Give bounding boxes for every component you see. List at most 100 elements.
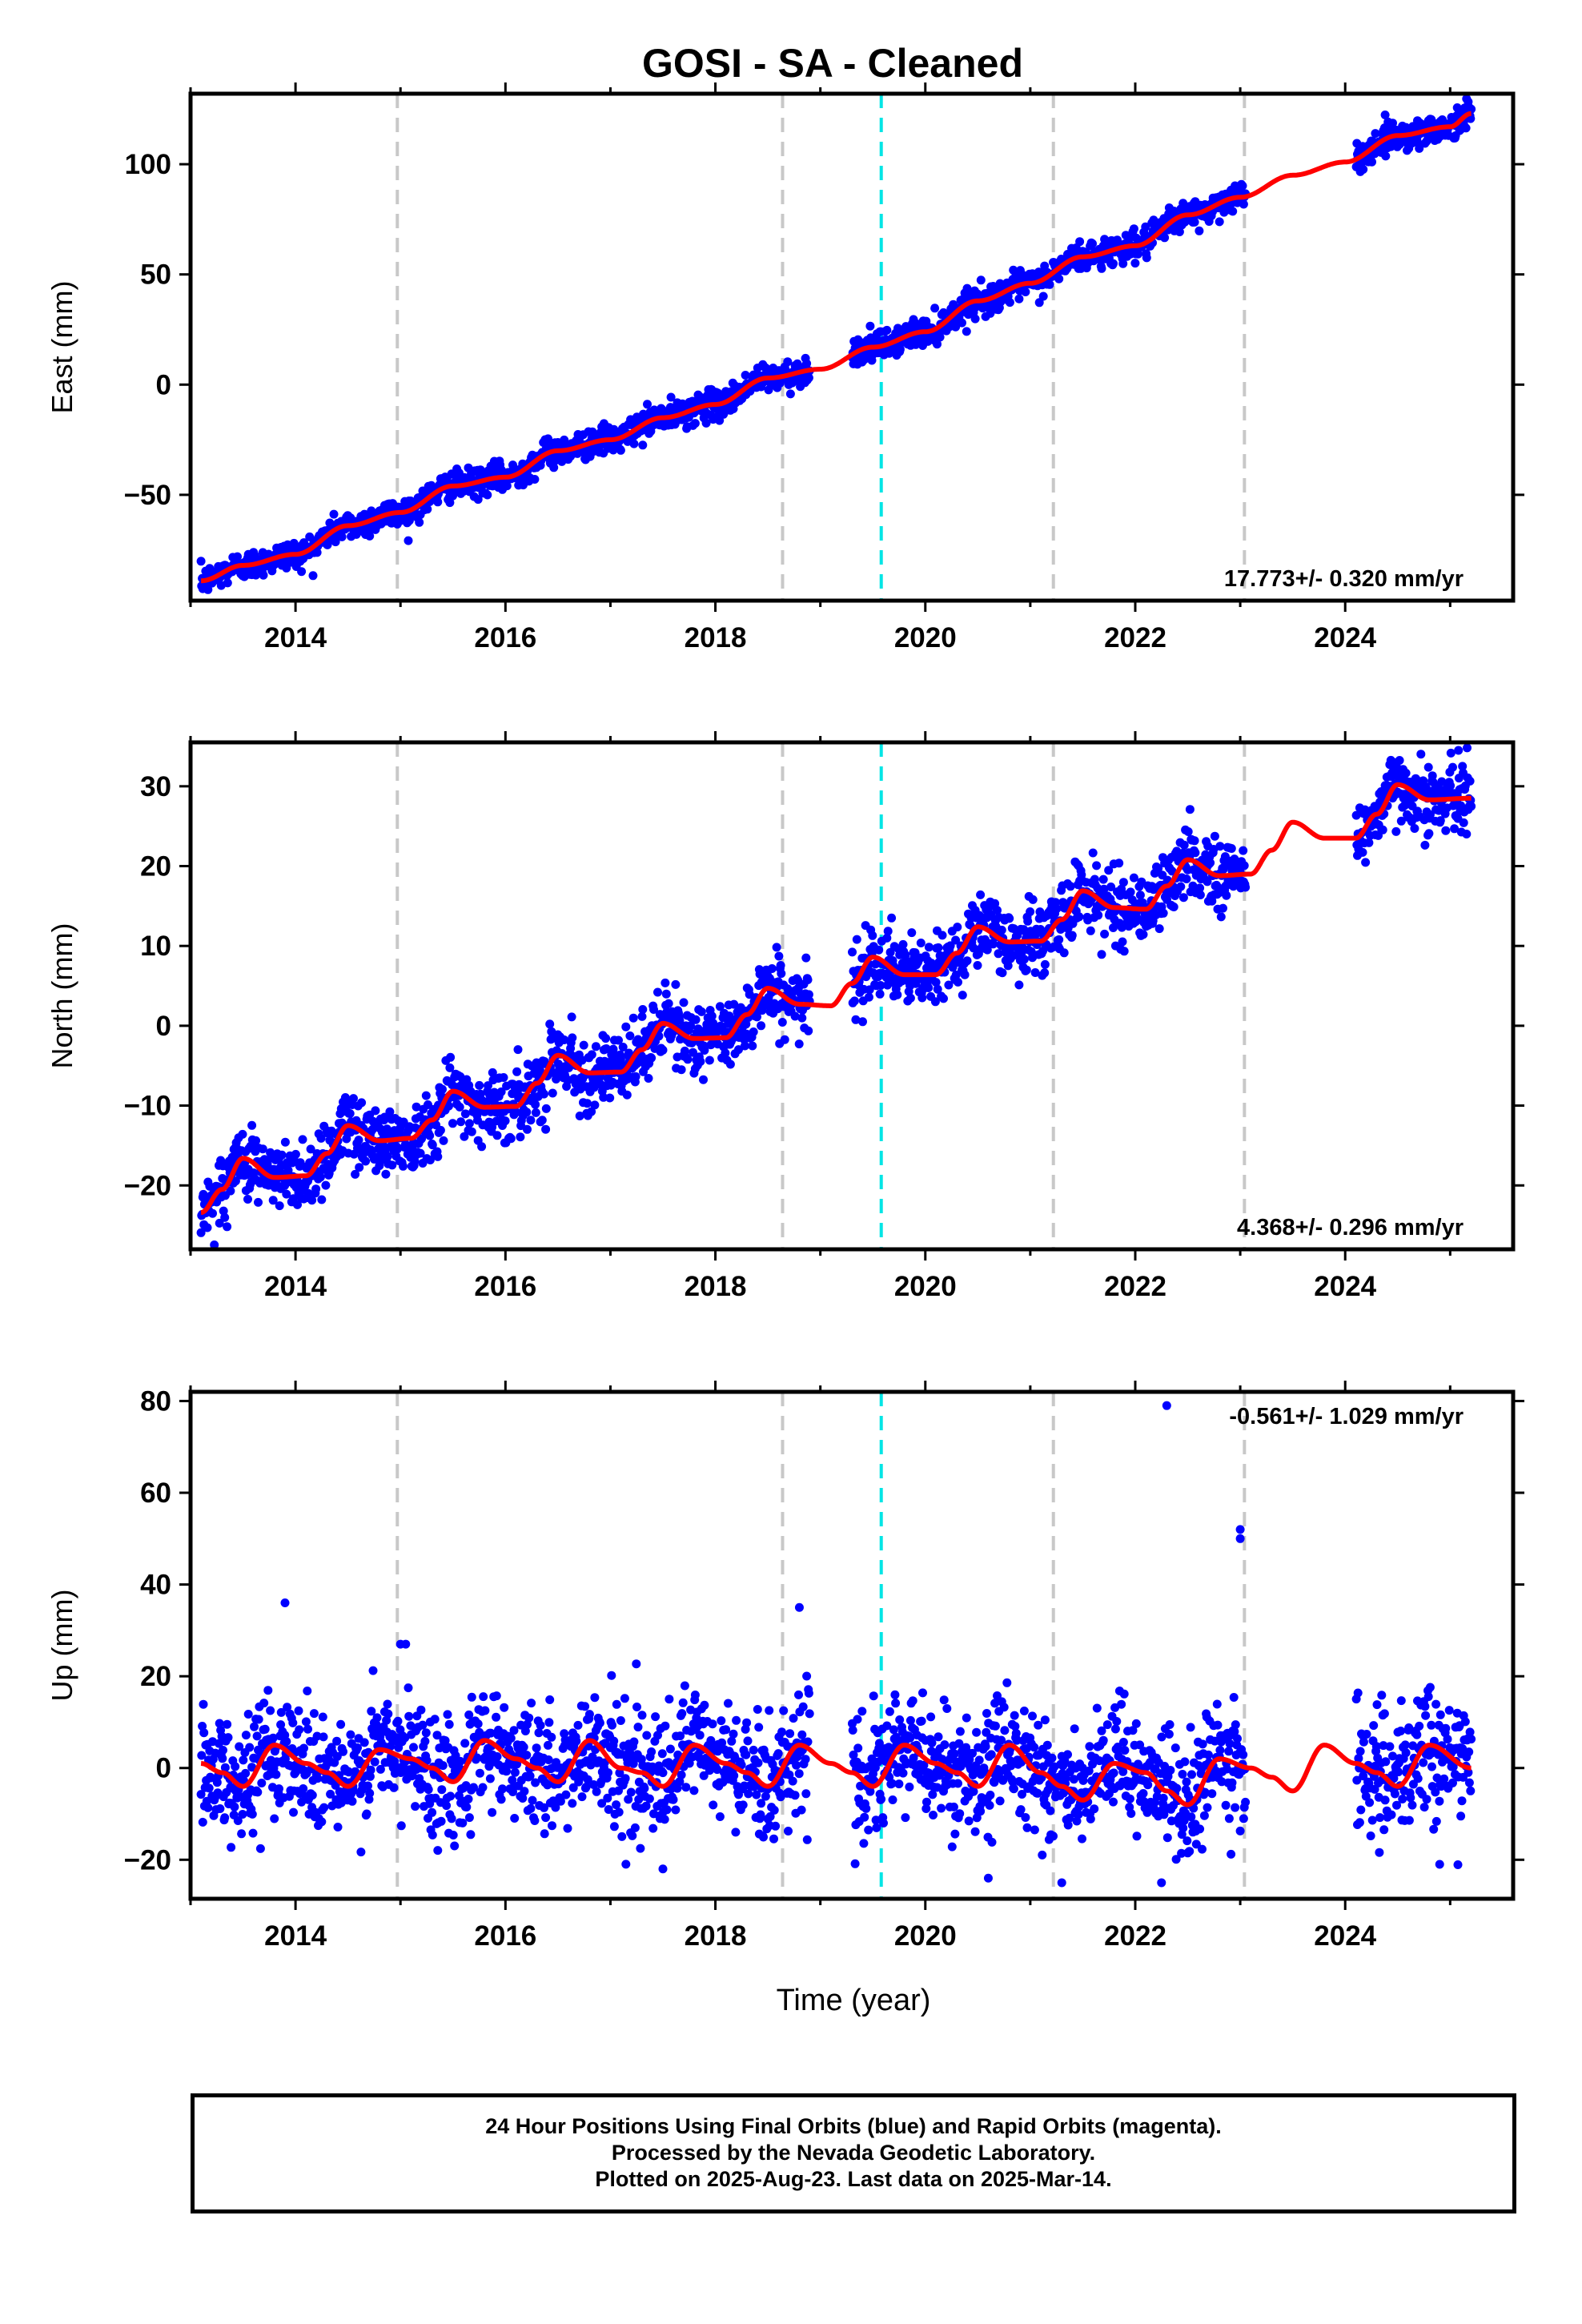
data-point [951,935,961,945]
data-point [721,1048,730,1058]
data-point [690,1691,700,1699]
data-point [1467,104,1476,114]
data-point [696,1057,705,1066]
data-point [404,536,413,545]
data-point [251,1136,261,1145]
data-point [993,906,1002,915]
data-point [689,1047,697,1057]
data-point [590,1693,600,1703]
data-point [1450,824,1460,834]
data-point [480,1706,490,1715]
data-point [383,1699,392,1709]
data-point [418,1720,428,1730]
data-point [636,1844,645,1853]
data-point [1100,929,1110,939]
data-point [544,434,552,444]
data-point [573,1720,583,1730]
data-point [649,1005,658,1014]
data-point [282,1737,291,1747]
data-point [631,1072,640,1081]
data-point [469,1783,478,1792]
data-point [661,978,670,987]
data-point [924,983,934,992]
data-point [563,1823,572,1833]
data-point [355,1163,364,1172]
data-point [1448,762,1457,772]
data-point [753,1705,762,1714]
data-point [1454,746,1464,755]
data-point [245,1743,255,1752]
data-point [939,994,948,1003]
data-point [1465,776,1475,786]
data-point [640,1783,649,1793]
data-point [732,1715,741,1725]
data-point [1401,768,1411,778]
data-point [662,1805,672,1815]
y-tick-label: 0 [156,1011,171,1042]
data-point [295,1725,304,1735]
data-point [203,1803,213,1812]
data-point [1138,898,1147,907]
data-point [540,1829,549,1839]
data-point [605,1093,615,1103]
data-point [969,943,978,953]
data-point [276,1707,286,1717]
data-point [365,531,375,541]
data-point [283,1703,292,1712]
data-point [1381,151,1391,161]
data-point [1415,143,1424,153]
data-point [695,1731,705,1740]
data-point [223,1222,232,1232]
data-point [683,1055,693,1064]
data-point [509,1726,519,1735]
data-point [769,1805,779,1815]
data-point [607,1671,616,1680]
data-point [260,1724,270,1734]
data-point [462,1803,472,1811]
data-point [1239,199,1248,209]
data-points [196,1401,1476,1888]
data-point [551,1803,560,1812]
data-point [502,481,512,491]
data-point [522,1751,532,1760]
data-point [1378,825,1387,834]
data-point [1023,916,1033,926]
data-point [544,1718,554,1727]
y-tick-label: 100 [125,149,171,180]
data-point [268,1733,278,1743]
plot-area [196,1392,1476,1899]
data-point [226,1186,235,1196]
y-tick-label: −20 [124,1170,171,1201]
plot-area [196,94,1476,601]
data-point [953,923,962,932]
data-point [220,1212,230,1222]
data-point [604,1768,612,1777]
data-point [916,939,926,947]
data-point [329,509,339,519]
data-point [876,981,885,990]
data-point [215,1739,223,1748]
data-point [496,1087,506,1096]
data-point [235,1742,244,1751]
data-point [677,1770,686,1779]
data-point [445,1063,455,1072]
data-point [580,1702,590,1711]
data-point [1351,810,1361,820]
data-point [804,1026,813,1035]
data-point [621,1022,631,1031]
data-point [1117,923,1126,932]
data-point [595,1719,604,1727]
data-point [218,1754,227,1763]
data-point [410,1156,420,1166]
data-point [1141,222,1150,231]
data-point [759,1832,768,1842]
data-point [270,1814,279,1823]
data-point [637,1011,647,1021]
data-point [617,1831,627,1841]
data-point [644,1074,653,1083]
data-point [439,1136,448,1145]
data-point [492,1712,501,1722]
data-point [289,1807,298,1817]
data-point [199,1728,209,1738]
data-point [288,1718,298,1727]
